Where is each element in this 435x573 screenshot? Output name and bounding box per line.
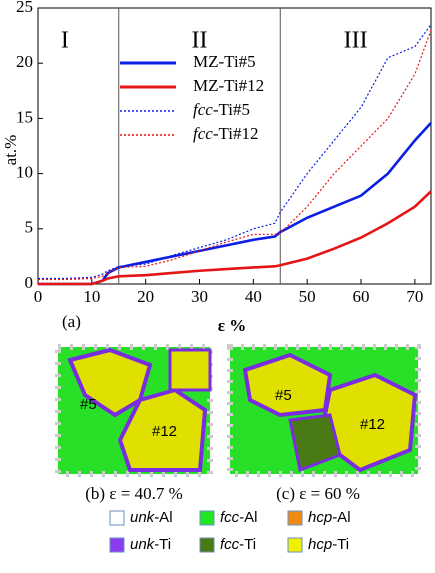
panel-label: (a): [62, 312, 81, 331]
y-tick-label: 5: [25, 218, 34, 237]
legend-label-italic: unk: [130, 536, 156, 553]
y-tick-label: 0: [25, 273, 34, 292]
legend-label: fcc-Al: [220, 509, 258, 526]
region-label: I: [61, 28, 69, 54]
region-label: III: [344, 28, 368, 54]
micrograph-b: [55, 344, 213, 477]
legend-label: MZ-Ti#12: [193, 76, 264, 95]
legend-label-text: MZ-Ti#12: [193, 76, 264, 95]
series-line: [38, 121, 432, 286]
y-tick-label: 25: [16, 0, 33, 16]
legend-label-text: -Ti#12: [213, 124, 259, 143]
legend-label-text: -Ti#5: [213, 100, 250, 119]
legend-label: hcp-Al: [308, 509, 351, 526]
grain-label: #12: [360, 416, 385, 433]
legend-label: fcc-Ti: [220, 536, 256, 553]
legend-color: [287, 510, 303, 526]
legend-label: unk-Ti: [130, 536, 171, 553]
legend-label-italic: fcc: [193, 124, 213, 143]
grain-label: #12: [152, 423, 177, 440]
legend-label-italic: fcc: [220, 509, 240, 526]
legend-label: hcp-Ti: [308, 536, 349, 553]
x-tick-label: 70: [406, 287, 423, 306]
micrograph-c: [227, 344, 421, 477]
legend-color: [287, 537, 303, 553]
x-tick-label: 10: [83, 287, 100, 306]
legend-color: [109, 537, 125, 553]
y-tick-label: 10: [16, 163, 33, 182]
legend-color: [199, 537, 215, 553]
legend-color: [199, 510, 215, 526]
legend-label: fcc-Ti#12: [193, 124, 259, 143]
legend-label-text: -Ti: [332, 536, 349, 553]
region-label: II: [192, 28, 208, 54]
y-tick-label: 20: [16, 52, 33, 71]
legend-label-italic: hcp: [308, 509, 332, 526]
plot-frame: [37, 7, 432, 285]
series-line: [38, 24, 432, 280]
x-tick-label: 0: [34, 287, 43, 306]
x-tick-label: 50: [299, 287, 316, 306]
legend-label-italic: hcp: [308, 536, 332, 553]
legend-label-text: -Al: [332, 509, 350, 526]
panel-caption: (c) ε = 60 %: [276, 484, 360, 503]
legend-label-text: -Ti: [154, 536, 171, 553]
legend-label-text: -Al: [154, 509, 172, 526]
grain-label: #5: [275, 387, 292, 404]
y-tick-label: 15: [16, 107, 33, 126]
legend-label-italic: fcc: [220, 536, 240, 553]
legend-label: MZ-Ti#5: [193, 52, 256, 71]
legend-color: [109, 510, 125, 526]
x-axis-label: ε %: [218, 316, 247, 335]
legend-label-text: -Ti: [239, 536, 256, 553]
x-tick-label: 60: [353, 287, 370, 306]
legend-label-italic: unk: [130, 509, 156, 526]
y-axis-label: at.%: [1, 135, 20, 166]
series-line: [38, 190, 432, 286]
x-tick-label: 20: [137, 287, 154, 306]
legend-label-text: MZ-Ti#5: [193, 52, 256, 71]
x-tick-label: 40: [245, 287, 262, 306]
x-tick-label: 30: [191, 287, 208, 306]
legend-label: fcc-Ti#5: [193, 100, 250, 119]
grain-label: #5: [80, 396, 97, 413]
panel-caption: (b) ε = 40.7 %: [85, 484, 182, 503]
legend-label-italic: fcc: [193, 100, 213, 119]
series-line: [38, 29, 432, 281]
legend-label: unk-Al: [130, 509, 173, 526]
legend-label-text: -Al: [239, 509, 257, 526]
